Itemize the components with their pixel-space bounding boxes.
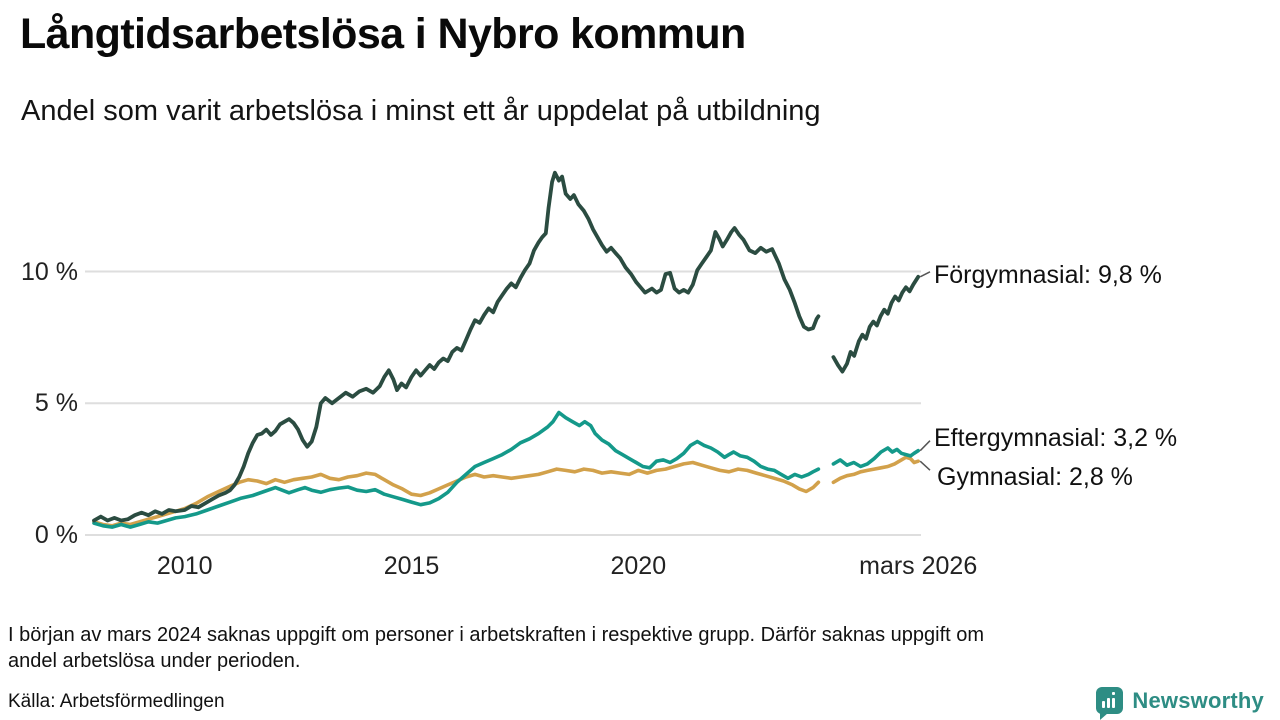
y-axis-tick-10: 10 %	[21, 257, 78, 286]
logo-tail	[1100, 713, 1109, 720]
logo-bar	[1107, 698, 1111, 708]
page-subtitle: Andel som varit arbetslösa i minst ett å…	[21, 95, 821, 127]
y-axis-tick-0: 0 %	[34, 521, 78, 549]
series-label-gymnasial: Gymnasial: 2,8 %	[937, 463, 1133, 492]
series-line-gymnasial-seg1	[831, 455, 920, 485]
series-label-eftergymnasial: Eftergymnasial: 3,2 %	[934, 423, 1178, 452]
series-line-förgymnasial-seg1	[831, 274, 921, 374]
x-axis-tick-2015: 2015	[383, 552, 440, 580]
newsworthy-wordmark: Newsworthy	[1132, 687, 1264, 713]
chart-speech-bubble-icon	[1096, 687, 1124, 720]
series-line-förgymnasial-seg0	[92, 170, 821, 523]
y-axis-tick-5: 5 %	[34, 389, 78, 418]
newsworthy-branding: Newsworthy	[1096, 687, 1264, 720]
series-line-gymnasial-seg0	[92, 460, 821, 528]
footnote-line-2: andel arbetslösa under perioden.	[8, 650, 301, 672]
label-connector-eftergymnasial	[919, 440, 931, 452]
x-axis-tick-2010: 2010	[156, 552, 213, 580]
series-line-eftergymnasial-seg0	[92, 410, 821, 529]
logo-bar	[1102, 701, 1106, 708]
x-axis-tick-2020: 2020	[610, 552, 667, 580]
source-attribution: Källa: Arbetsförmedlingen	[8, 691, 225, 712]
footnote: I början av mars 2024 saknas uppgift om …	[8, 622, 984, 674]
logo-bar	[1112, 698, 1116, 708]
logo-bar-dot	[1112, 692, 1116, 695]
label-connector-förgymnasial	[919, 271, 931, 278]
page-title: Långtidsarbetslösa i Nybro kommun	[20, 10, 746, 58]
series-line-eftergymnasial-seg1	[831, 446, 920, 469]
label-connector-gymnasial	[919, 460, 931, 471]
footnote-line-1: I början av mars 2024 saknas uppgift om …	[8, 624, 985, 646]
x-axis-tick-mars-2026: mars 2026	[859, 552, 978, 580]
series-label-förgymnasial: Förgymnasial: 9,8 %	[934, 260, 1162, 289]
